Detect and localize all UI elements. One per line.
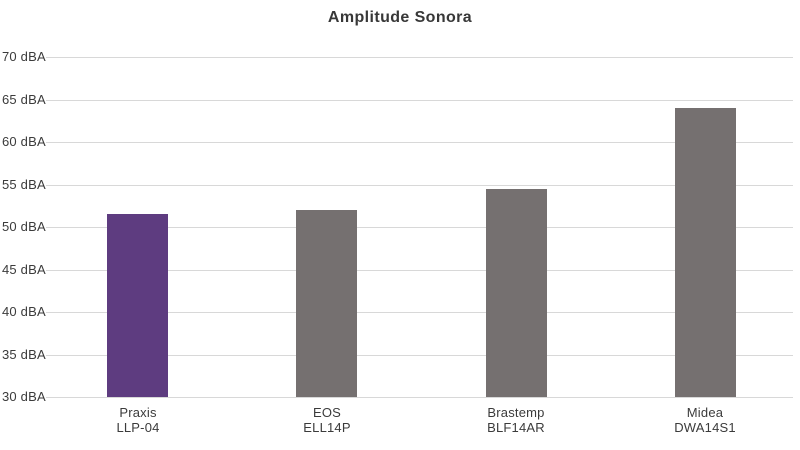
category-brand-label: Brastemp — [487, 405, 545, 420]
y-tick-label: 40 dBA — [2, 304, 46, 319]
gridline — [46, 397, 793, 398]
bar-praxis-llp-04 — [107, 214, 168, 397]
category-brand-label: Praxis — [119, 405, 157, 420]
gridline — [46, 185, 793, 186]
gridline — [46, 57, 793, 58]
y-tick-label: 30 dBA — [2, 389, 46, 404]
gridline — [46, 227, 793, 228]
gridline — [46, 142, 793, 143]
category-model-label: ELL14P — [303, 420, 351, 435]
bar-eos-ell14p — [296, 210, 357, 397]
y-tick-label: 35 dBA — [2, 347, 46, 362]
y-tick-label: 55 dBA — [2, 177, 46, 192]
y-tick-label: 45 dBA — [2, 262, 46, 277]
gridline — [46, 312, 793, 313]
category-model-label: DWA14S1 — [674, 420, 736, 435]
y-tick-label: 70 dBA — [2, 49, 46, 64]
x-category-label: Midea DWA14S1 — [620, 405, 790, 435]
category-brand-label: Midea — [686, 405, 724, 420]
bar-brastemp-blf14ar — [486, 189, 547, 397]
gridline — [46, 355, 793, 356]
y-tick-label: 60 dBA — [2, 134, 46, 149]
chart-title: Amplitude Sonora — [327, 9, 473, 26]
category-model-label: BLF14AR — [487, 420, 545, 435]
x-category-label: Praxis LLP-04 — [53, 405, 223, 435]
y-tick-label: 65 dBA — [2, 92, 46, 107]
gridline — [46, 100, 793, 101]
x-category-label: EOS ELL14P — [242, 405, 412, 435]
x-category-label: Brastemp BLF14AR — [431, 405, 601, 435]
bar-midea-dwa14s1 — [675, 108, 736, 397]
y-tick-label: 50 dBA — [2, 219, 46, 234]
gridline — [46, 270, 793, 271]
category-model-label: LLP-04 — [116, 420, 160, 435]
category-brand-label: EOS — [312, 405, 342, 420]
